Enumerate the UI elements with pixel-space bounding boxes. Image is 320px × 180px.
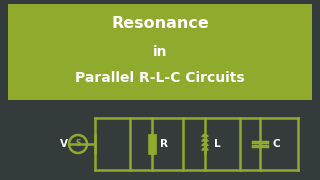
Bar [148, 134, 156, 154]
Text: S: S [75, 140, 81, 148]
Text: Resonance: Resonance [111, 17, 209, 31]
Text: in: in [153, 45, 167, 59]
Text: V: V [60, 139, 68, 149]
Text: R: R [160, 139, 168, 149]
Text: Parallel R-L-C Circuits: Parallel R-L-C Circuits [75, 71, 245, 85]
Text: C: C [272, 139, 280, 149]
Bar [8, 4, 312, 100]
Text: L: L [214, 139, 220, 149]
